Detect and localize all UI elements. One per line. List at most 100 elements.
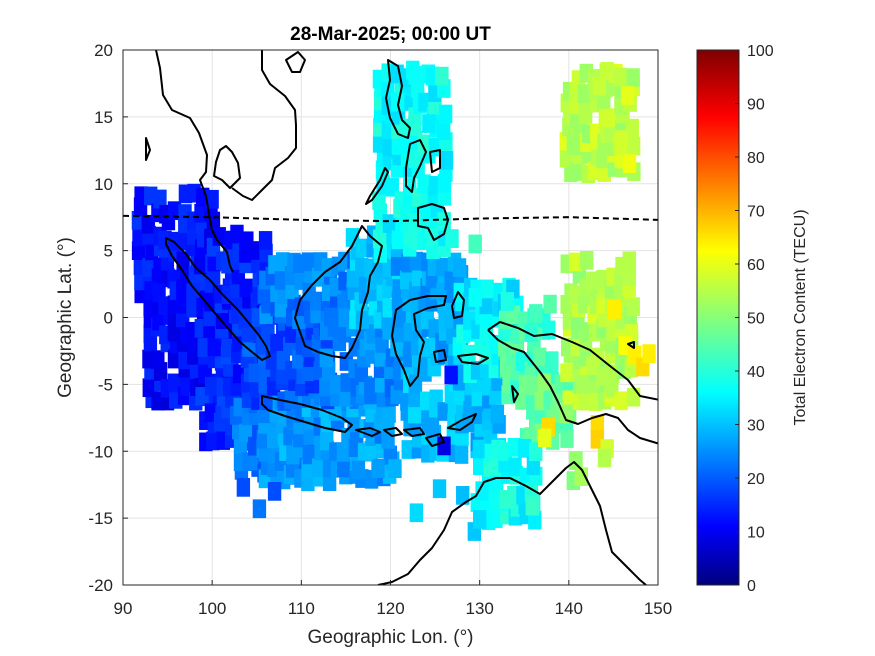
y-tick-label: 15: [94, 108, 113, 127]
tec-cell: [614, 130, 629, 149]
colorbar: 100 90 80 70 60 50 40 30 20 10 0 Total E…: [696, 43, 809, 595]
tec-cell: [206, 431, 220, 451]
tec-cell: [417, 134, 431, 154]
tec-cell: [533, 347, 547, 367]
x-axis-label: Geographic Lon. (°): [307, 627, 473, 648]
tec-cell: [391, 323, 405, 343]
tec-cell: [319, 377, 333, 397]
tec-cell: [626, 136, 641, 156]
tec-cell: [176, 294, 190, 314]
tec-cell: [382, 404, 396, 423]
tec-cell: [614, 391, 628, 411]
tec-cell: [407, 213, 422, 232]
tec-cell: [622, 154, 637, 174]
tec-cell: [507, 438, 521, 457]
tec-cell: [417, 174, 431, 194]
coastline-java: [261, 395, 353, 433]
tec-cell: [407, 404, 422, 424]
tec-cell: [620, 86, 635, 105]
colorbar-label: Total Electron Content (TECU): [792, 209, 809, 425]
tec-cell: [422, 114, 436, 133]
tec-cell: [355, 310, 370, 329]
tec-cell: [525, 496, 539, 516]
coastline-halmahera: [451, 291, 465, 319]
tec-cell: [371, 459, 385, 478]
tec-cell: [538, 428, 552, 448]
tec-cell: [435, 66, 449, 86]
tec-cell: [303, 426, 317, 445]
tec-cell: [600, 62, 614, 81]
tec-cell: [302, 362, 316, 382]
coastline-visayas: [405, 139, 441, 193]
colorbar-tick-label: 30: [747, 418, 765, 435]
tec-cell: [186, 298, 200, 318]
tec-cell: [626, 297, 640, 317]
tec-cell: [372, 229, 387, 249]
tec-cell: [592, 76, 606, 96]
tec-cells: [131, 60, 656, 541]
tec-cell: [436, 121, 451, 140]
tec-cell: [489, 509, 503, 528]
tec-cell: [319, 348, 334, 368]
tec-cell: [452, 258, 467, 278]
tec-cell: [590, 415, 605, 434]
x-tick-label: 140: [555, 599, 583, 618]
chart-title: 28-Mar-2025; 00:00 UT: [290, 24, 491, 45]
colorbar-tick-label: 60: [747, 257, 765, 274]
colorbar-tick-label: 20: [747, 471, 765, 488]
coastline-timor-east: [511, 385, 519, 403]
y-tick-label: 5: [104, 242, 113, 261]
x-tick-label: 130: [466, 599, 494, 618]
tec-cell: [409, 503, 424, 523]
tec-cell: [444, 365, 458, 385]
tec-cell: [355, 238, 370, 258]
tec-cell: [301, 252, 316, 272]
tec-cell: [490, 404, 505, 424]
tec-cell: [529, 304, 543, 323]
tec-cell: [437, 436, 451, 456]
tec-cell: [456, 486, 470, 505]
tec-cell: [284, 390, 298, 409]
colorbar-tick-label: 90: [747, 97, 765, 114]
tec-cell: [406, 60, 420, 80]
tec-cell: [258, 231, 273, 250]
tec-cell: [241, 323, 255, 343]
tec-cell: [622, 267, 637, 286]
tec-cell: [597, 448, 612, 468]
tec-cell: [337, 458, 351, 478]
tec-cell: [642, 344, 656, 363]
tec-cell: [526, 456, 541, 476]
tec-cell: [351, 460, 366, 480]
tec-cell: [472, 510, 487, 529]
y-tick-label: 10: [94, 175, 113, 194]
tec-cell: [275, 252, 290, 271]
y-tick-label: 0: [104, 309, 113, 328]
tec-cell: [274, 271, 289, 290]
tec-cell: [153, 189, 167, 209]
tec-cell: [489, 471, 504, 490]
y-tick-labels: 20 15 10 5 0 -5 -10 -15 -20: [88, 41, 113, 595]
tec-cell: [205, 189, 219, 209]
x-tick-label: 90: [114, 599, 133, 618]
tec-cell: [578, 391, 592, 411]
x-tick-label: 110: [288, 599, 315, 618]
tec-cell: [542, 320, 556, 340]
tec-cell: [186, 283, 200, 303]
tec-cell: [597, 93, 611, 113]
tec-cell: [568, 252, 583, 272]
coastline-seram: [457, 353, 489, 365]
colorbar-tick-label: 0: [747, 578, 756, 595]
tec-cell: [388, 459, 402, 478]
tec-cell: [525, 376, 539, 396]
tec-cell: [204, 376, 219, 396]
tec-cell: [454, 445, 469, 464]
tec-cell: [471, 387, 485, 407]
tec-cell: [545, 351, 559, 371]
tec-cell: [364, 377, 378, 397]
tec-cell: [569, 451, 583, 470]
tec-cell: [570, 162, 584, 181]
tec-cell: [167, 349, 182, 369]
colorbar-gradient: [696, 49, 740, 586]
coastline-indochina: [155, 50, 241, 273]
tec-cell: [336, 442, 351, 462]
